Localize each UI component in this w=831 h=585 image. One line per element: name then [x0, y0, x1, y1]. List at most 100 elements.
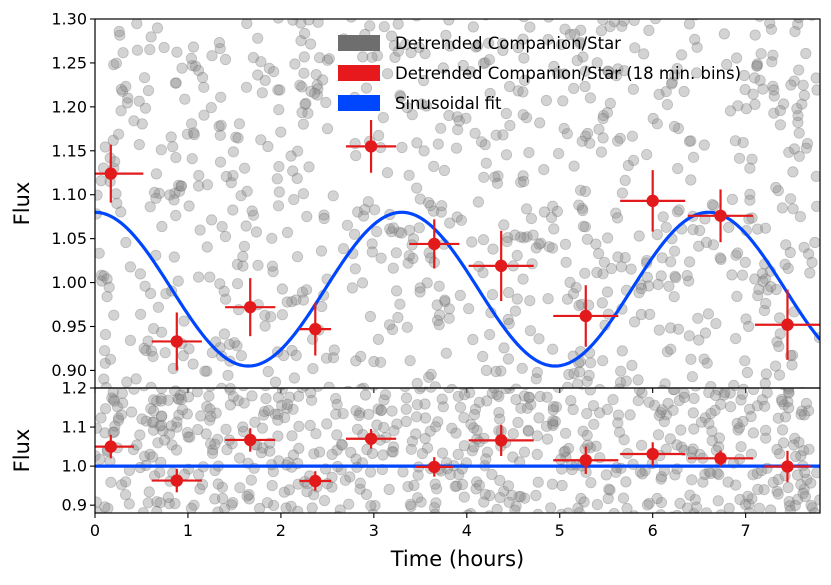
raw-data-point [112, 412, 125, 424]
binned-point [345, 429, 397, 449]
raw-data-point [533, 412, 545, 424]
raw-data-point [144, 201, 156, 213]
raw-data-point [768, 84, 780, 96]
raw-data-point [558, 68, 571, 80]
raw-data-point [264, 445, 276, 457]
raw-data-point [534, 390, 546, 403]
raw-data-point [272, 391, 285, 403]
raw-data-point [443, 303, 455, 315]
raw-data-point [789, 432, 801, 444]
raw-data-point [360, 488, 373, 500]
raw-data-point [269, 376, 282, 388]
raw-data-point [462, 388, 469, 389]
raw-data-point [772, 185, 784, 197]
raw-data-point [575, 36, 587, 49]
raw-data-point [749, 273, 761, 285]
raw-data-point [312, 83, 324, 95]
y-axis-label: Flux [10, 182, 34, 226]
raw-data-point [164, 189, 176, 201]
raw-data-point [502, 353, 514, 365]
raw-data-point [529, 515, 539, 525]
raw-data-point [250, 226, 262, 238]
raw-data-point [170, 152, 182, 164]
x-tick-label: 1 [183, 521, 193, 540]
y-tick-label: 1.1 [62, 418, 87, 437]
raw-data-point [359, 204, 371, 216]
raw-data-point [512, 42, 524, 54]
raw-data-point [326, 481, 338, 493]
raw-data-point [477, 266, 489, 279]
raw-data-point [255, 134, 267, 146]
raw-data-point [331, 429, 343, 441]
raw-data-point [671, 206, 684, 218]
raw-data-point [433, 319, 445, 331]
raw-data-point [564, 276, 576, 288]
raw-data-point [460, 112, 472, 124]
raw-data-point [288, 194, 300, 206]
raw-data-point [540, 420, 553, 432]
raw-data-point [636, 388, 648, 399]
raw-data-point [292, 505, 304, 513]
raw-data-point [494, 491, 506, 504]
raw-data-point [286, 296, 298, 308]
raw-data-point [706, 435, 718, 447]
raw-data-point [754, 19, 765, 22]
binned-point [95, 144, 144, 203]
raw-data-point [518, 52, 530, 64]
raw-data-point [226, 438, 238, 450]
raw-data-point [148, 405, 160, 417]
raw-data-point [226, 499, 238, 511]
raw-data-point [425, 368, 437, 380]
raw-data-point [602, 65, 614, 77]
raw-data-point [494, 474, 506, 486]
raw-data-point [549, 19, 554, 20]
raw-data-point [752, 483, 764, 495]
raw-data-point [246, 205, 258, 217]
raw-data-point [708, 200, 720, 212]
raw-data-point [560, 256, 572, 268]
raw-data-point [437, 401, 449, 413]
raw-data-point [389, 51, 401, 64]
raw-data-point [449, 480, 461, 492]
y-axis-label: Flux [10, 429, 34, 473]
raw-data-point [173, 393, 185, 405]
raw-data-point [112, 414, 125, 426]
raw-data-point [410, 428, 422, 440]
raw-data-point [709, 404, 721, 416]
raw-data-point [697, 476, 709, 488]
raw-data-point [182, 391, 195, 403]
raw-data-point [692, 312, 704, 324]
raw-data-point [452, 390, 464, 402]
raw-data-point [371, 226, 383, 238]
raw-data-point [556, 479, 568, 492]
raw-data-point [661, 99, 674, 111]
raw-data-point [412, 492, 424, 504]
raw-data-point [262, 365, 274, 378]
raw-data-point [110, 57, 123, 69]
binned-point [225, 278, 276, 337]
raw-data-point [128, 115, 140, 127]
raw-data-point [547, 415, 559, 427]
raw-data-point [457, 59, 469, 72]
raw-data-point [171, 416, 183, 428]
raw-data-point [300, 284, 313, 296]
raw-data-point [201, 400, 213, 413]
raw-data-point [635, 308, 647, 321]
raw-data-point [633, 287, 645, 299]
raw-data-point [443, 312, 455, 324]
raw-data-point [605, 262, 618, 275]
raw-data-point [224, 388, 236, 396]
raw-data-point [804, 267, 816, 279]
raw-data-point [774, 105, 787, 117]
raw-data-point [771, 336, 783, 348]
raw-data-point [107, 134, 119, 146]
raw-data-point [349, 263, 361, 275]
binned-marker [714, 452, 727, 465]
raw-data-point [487, 243, 499, 255]
raw-data-point [675, 49, 688, 61]
raw-data-point [128, 388, 140, 395]
raw-data-point [117, 85, 129, 97]
raw-data-point [710, 317, 722, 330]
raw-data-point [296, 81, 308, 93]
raw-data-point [581, 375, 593, 387]
